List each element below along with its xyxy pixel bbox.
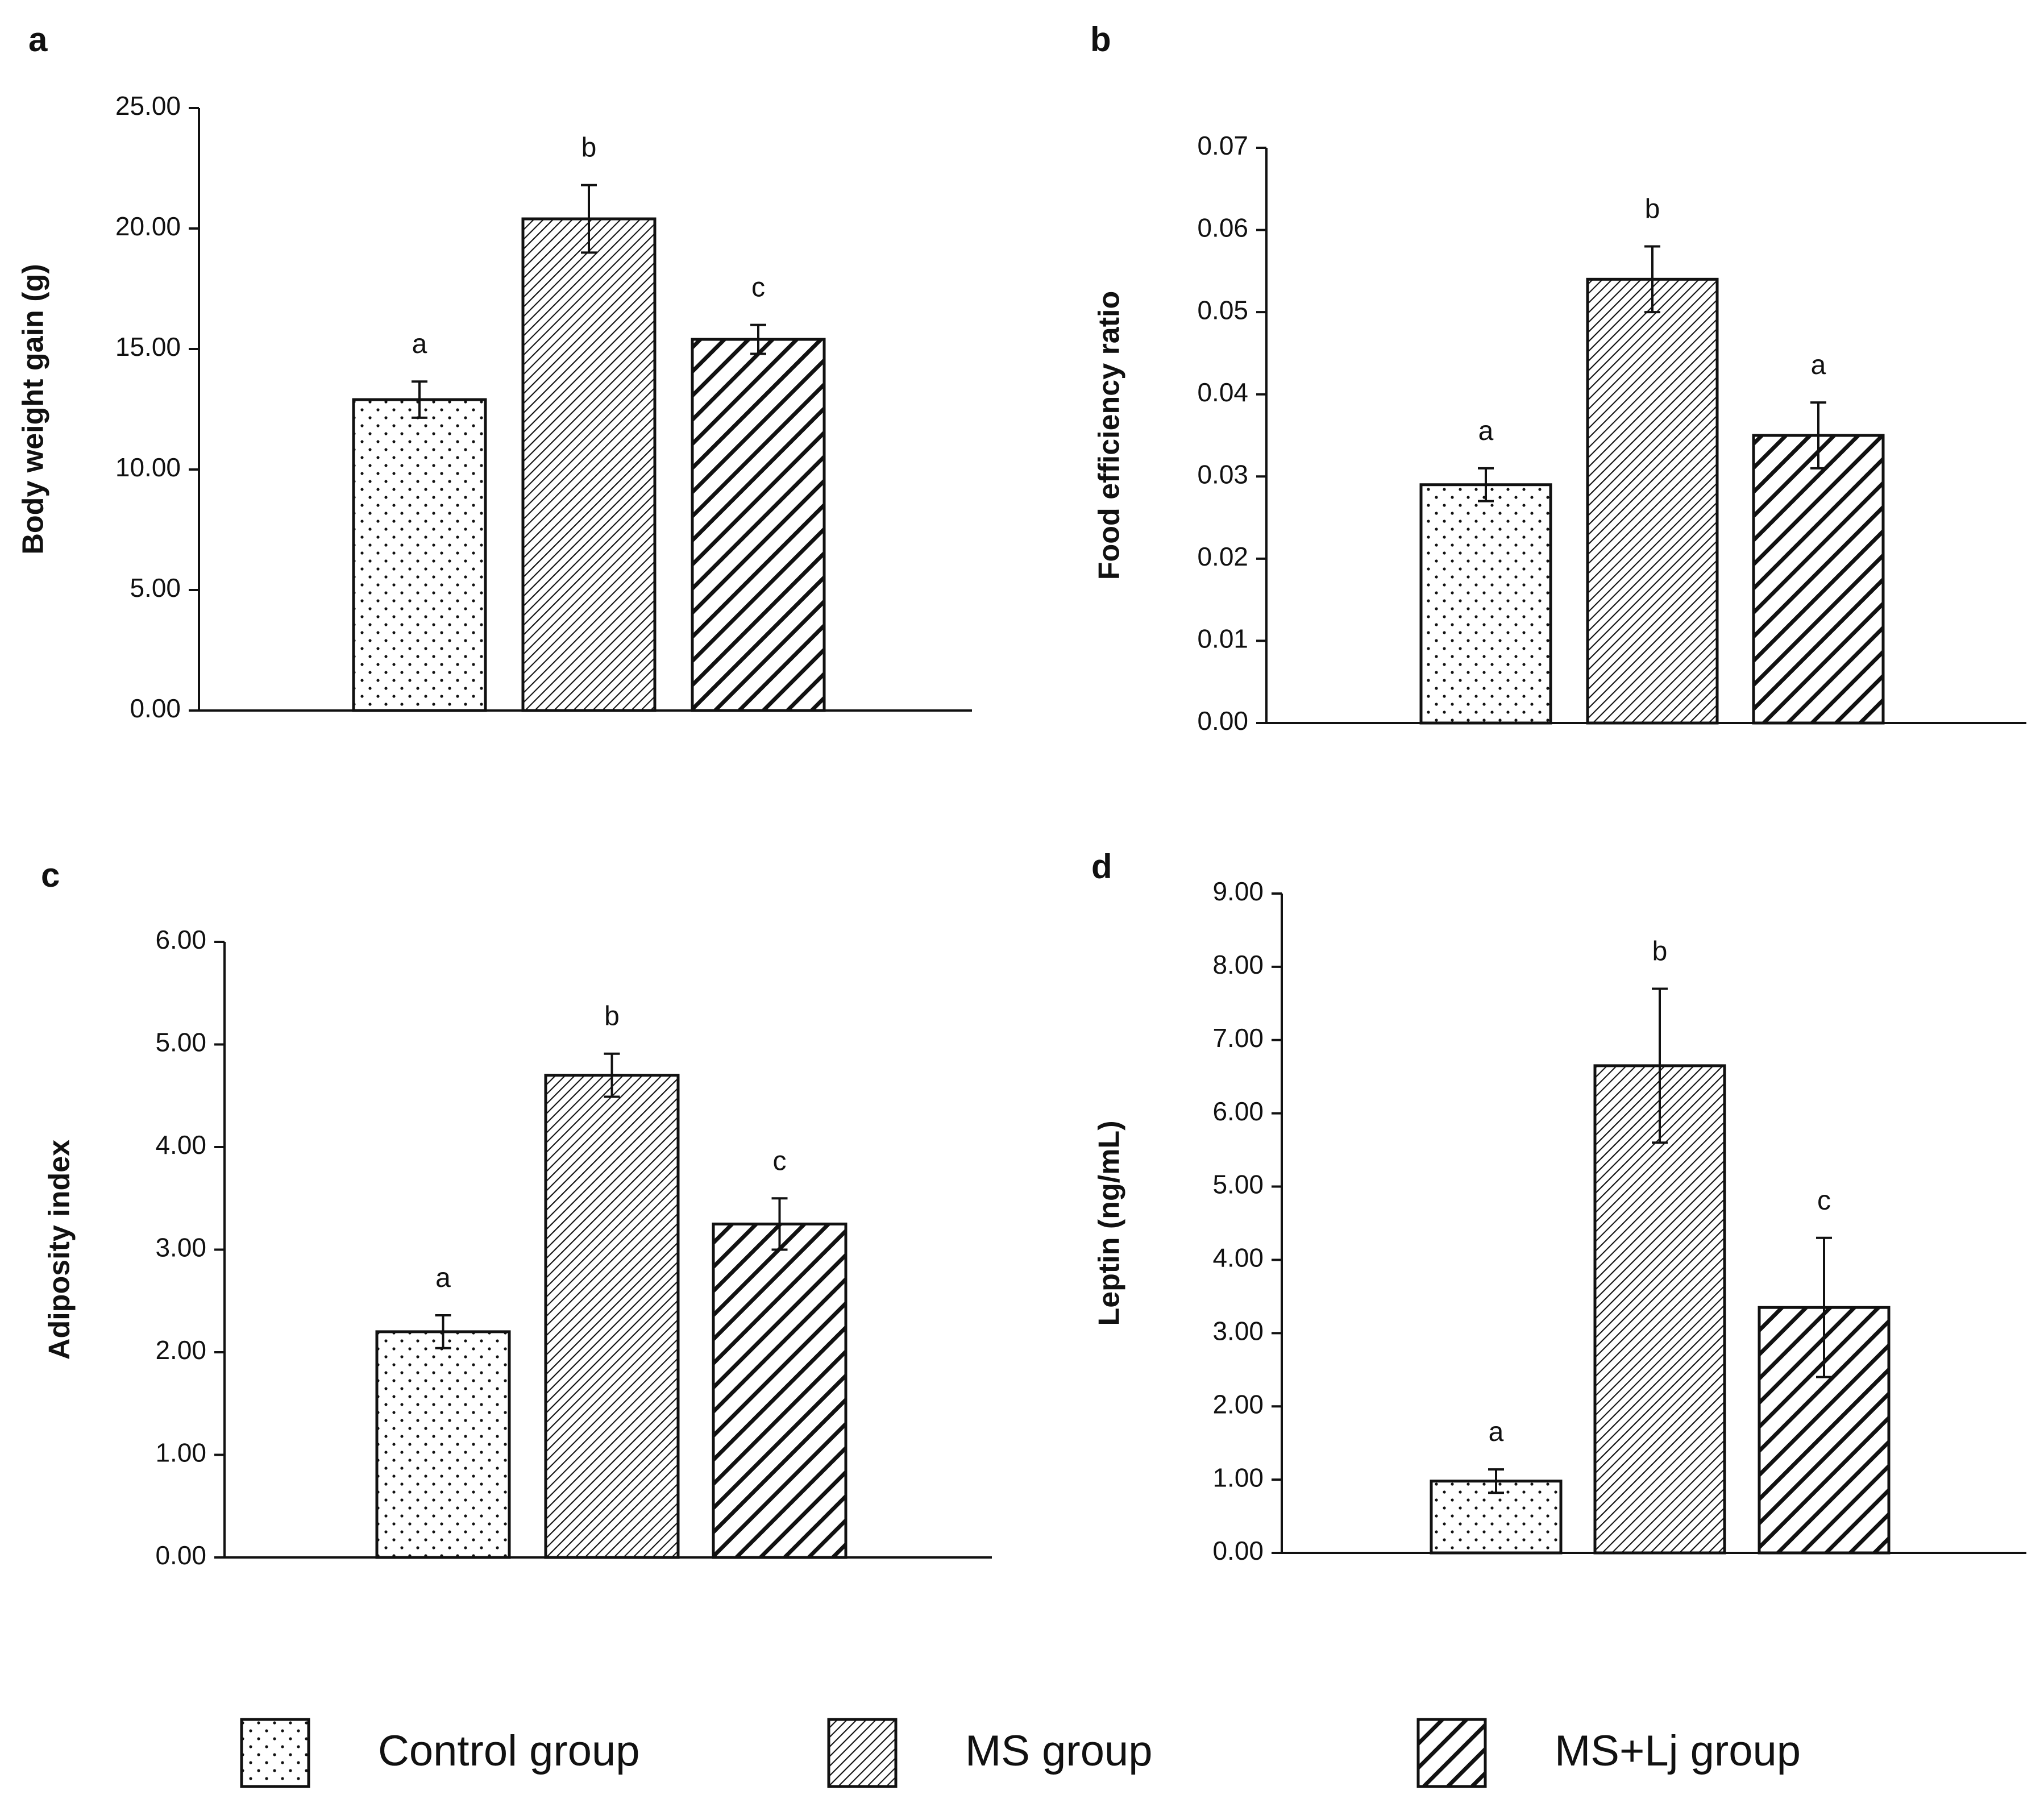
panel-letter: a — [28, 20, 48, 59]
significance-letter: a — [1811, 350, 1826, 380]
y-tick-label: 2.00 — [155, 1335, 206, 1365]
bar-ms-lj-group — [1752, 434, 1885, 725]
y-tick-label: 3.00 — [155, 1233, 206, 1262]
y-axis-title: Leptin (ng/mL) — [1093, 1120, 1126, 1326]
y-tick-label: 5.00 — [130, 573, 181, 603]
y-tick-label: 9.00 — [1212, 876, 1264, 906]
y-tick-label: 25.00 — [115, 91, 181, 121]
significance-letter: a — [435, 1263, 451, 1293]
y-tick-label: 1.00 — [155, 1438, 206, 1468]
y-tick-label: 0.00 — [155, 1540, 206, 1570]
significance-letter: c — [773, 1146, 787, 1176]
y-tick-label: 0.02 — [1197, 542, 1248, 571]
panel-a: a Body weight gain (g) 0.00 5.00 10.00 15.00 2… — [17, 20, 972, 723]
bar-ms-group — [544, 1074, 680, 1559]
bar-ms-lj-group — [691, 338, 826, 712]
y-tick-label: 5.00 — [1212, 1170, 1264, 1199]
y-tick-label: 4.00 — [155, 1130, 206, 1160]
y-tick-label: 0.00 — [1212, 1536, 1264, 1565]
legend-label: MS group — [965, 1727, 1153, 1775]
significance-letter: c — [1817, 1186, 1831, 1216]
legend: Control group MS group MS+Lj group — [240, 1718, 1801, 1788]
y-tick-label: 10.00 — [115, 452, 181, 482]
significance-letter: b — [1645, 194, 1660, 224]
panel-letter: b — [1090, 20, 1111, 59]
y-tick-label: 0.00 — [1197, 706, 1248, 736]
bar-ms-lj-group — [712, 1222, 847, 1559]
y-tick-label: 7.00 — [1212, 1023, 1264, 1053]
y-tick-label: 6.00 — [155, 925, 206, 954]
bar-ms-group — [521, 217, 657, 712]
significance-letter: b — [1652, 937, 1668, 967]
bar-ms-group — [1593, 1064, 1726, 1555]
legend-label: MS+Lj group — [1555, 1727, 1801, 1775]
y-tick-label: 0.00 — [130, 693, 181, 723]
significance-letter: c — [751, 273, 765, 303]
legend-swatch — [240, 1718, 310, 1788]
panel-b: b Food efficiency ratio 0.00 0.01 0.02 0.03 0.… — [1090, 20, 2026, 736]
y-tick-label: 1.00 — [1212, 1463, 1264, 1492]
y-tick-label: 0.04 — [1197, 377, 1248, 407]
significance-letter: b — [604, 1002, 620, 1032]
legend-item: MS+Lj group — [1416, 1718, 1801, 1788]
bar-ms-group — [1586, 277, 1719, 725]
y-tick-label: 15.00 — [115, 332, 181, 362]
y-axis-title: Adiposity index — [43, 1140, 76, 1360]
panel-letter: c — [41, 856, 60, 894]
y-axis-title: Food efficiency ratio — [1093, 291, 1126, 580]
panel-letter: d — [1091, 848, 1112, 886]
bar-control-group — [375, 1330, 511, 1559]
y-tick-label: 2.00 — [1212, 1389, 1264, 1419]
panel-d: d Leptin (ng/mL) 0.00 1.00 2.00 3.00 4.00 5.00 6… — [1091, 848, 2026, 1565]
bar-control-group — [352, 398, 487, 712]
y-tick-label: 8.00 — [1212, 950, 1264, 979]
bar-control-group — [1419, 483, 1552, 725]
legend-swatch — [827, 1718, 898, 1788]
legend-label: Control group — [378, 1727, 640, 1775]
legend-item: MS group — [827, 1718, 1153, 1788]
y-tick-label: 0.01 — [1197, 624, 1248, 654]
y-tick-label: 0.06 — [1197, 213, 1248, 243]
significance-letter: a — [1489, 1417, 1504, 1447]
panel-c: c Adiposity index 0.00 1.00 2.00 3.00 4.00 5.00… — [41, 856, 992, 1570]
y-tick-label: 0.03 — [1197, 459, 1248, 489]
legend-swatch — [1416, 1718, 1487, 1788]
y-tick-label: 0.05 — [1197, 295, 1248, 325]
y-axis-title: Body weight gain (g) — [17, 264, 50, 554]
significance-letter: a — [1478, 416, 1494, 446]
significance-letter: b — [581, 133, 597, 163]
y-tick-label: 5.00 — [155, 1028, 206, 1057]
y-tick-label: 3.00 — [1212, 1316, 1264, 1345]
chart-panels: a Body weight gain (g) 0.00 5.00 10.00 15.00 2… — [17, 20, 2026, 1570]
y-tick-label: 4.00 — [1212, 1243, 1264, 1273]
y-tick-label: 20.00 — [115, 211, 181, 241]
significance-letter: a — [412, 329, 427, 359]
y-tick-label: 6.00 — [1212, 1096, 1264, 1126]
legend-item: Control group — [240, 1718, 640, 1788]
y-tick-label: 0.07 — [1197, 131, 1248, 160]
